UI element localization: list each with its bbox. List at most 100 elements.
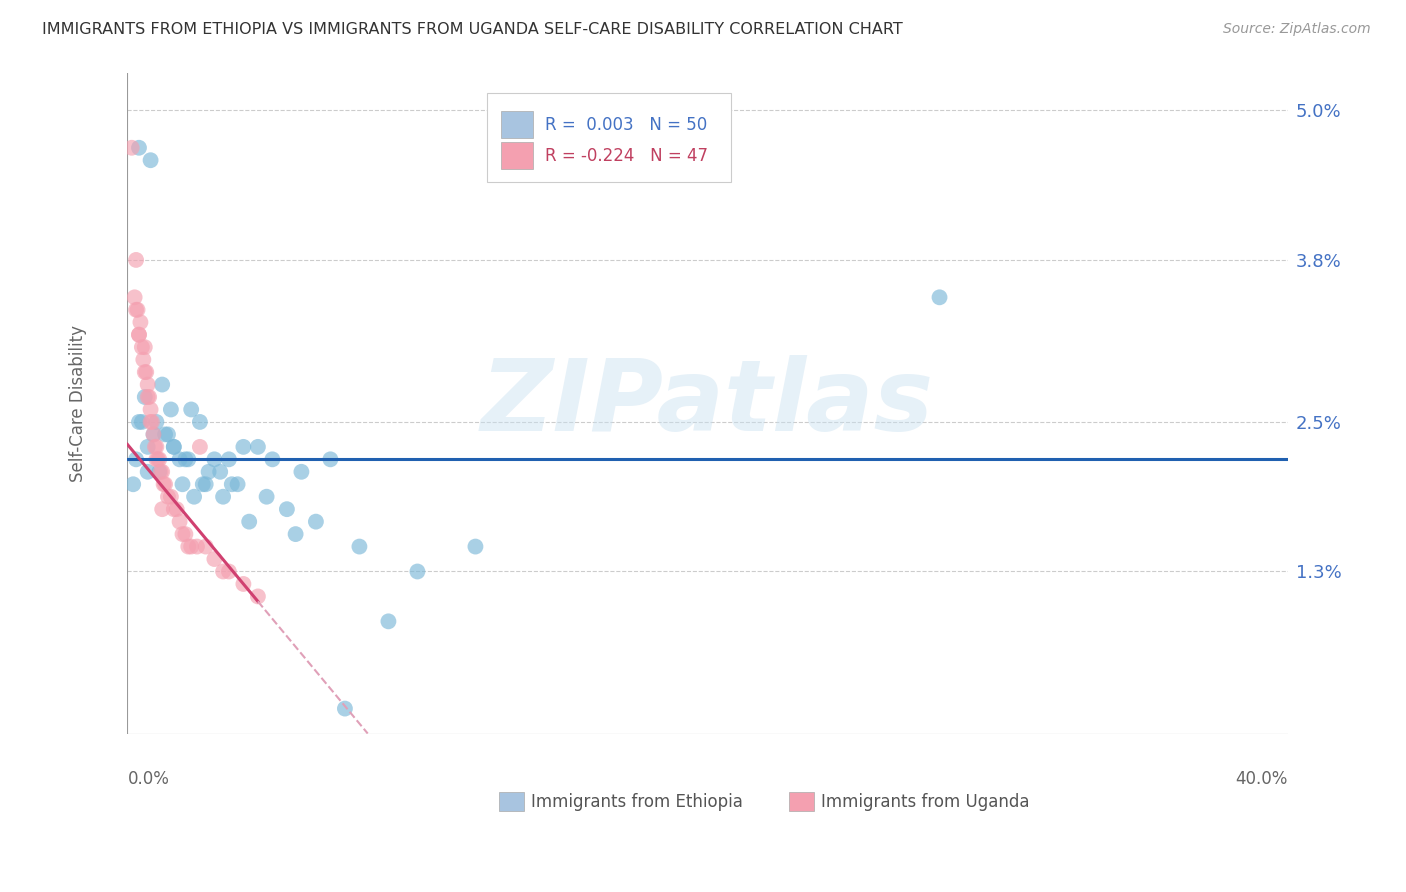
- Point: [191, 477, 214, 491]
- Point: [150, 502, 173, 516]
- Point: [183, 490, 205, 504]
- Point: [163, 440, 186, 454]
- Bar: [501, 111, 533, 138]
- Point: [128, 141, 150, 155]
- Point: [256, 490, 278, 504]
- Text: Immigrants from Uganda: Immigrants from Uganda: [821, 793, 1029, 811]
- Point: [180, 402, 202, 417]
- Point: [212, 490, 235, 504]
- Point: [172, 527, 194, 541]
- Point: [153, 477, 176, 491]
- Point: [160, 490, 183, 504]
- Bar: [499, 791, 524, 812]
- Point: [169, 452, 191, 467]
- Point: [174, 452, 197, 467]
- Point: [246, 590, 269, 604]
- Point: [928, 290, 950, 304]
- Point: [145, 452, 167, 467]
- Point: [134, 340, 156, 354]
- Text: IMMIGRANTS FROM ETHIOPIA VS IMMIGRANTS FROM UGANDA SELF-CARE DISABILITY CORRELAT: IMMIGRANTS FROM ETHIOPIA VS IMMIGRANTS F…: [42, 22, 903, 37]
- Text: 0.0%: 0.0%: [128, 770, 169, 788]
- Text: 40.0%: 40.0%: [1236, 770, 1288, 788]
- Point: [134, 390, 156, 404]
- Point: [125, 302, 148, 317]
- Point: [131, 415, 153, 429]
- Point: [319, 452, 342, 467]
- Point: [276, 502, 298, 516]
- Point: [169, 515, 191, 529]
- Point: [163, 440, 186, 454]
- Text: R = -0.224   N = 47: R = -0.224 N = 47: [546, 146, 709, 164]
- Point: [218, 452, 240, 467]
- Point: [139, 153, 162, 168]
- Point: [349, 540, 371, 554]
- Point: [197, 465, 219, 479]
- Point: [188, 415, 211, 429]
- Point: [202, 452, 225, 467]
- FancyBboxPatch shape: [486, 93, 731, 182]
- Point: [226, 477, 249, 491]
- Point: [141, 415, 163, 429]
- Point: [145, 415, 167, 429]
- Point: [156, 490, 179, 504]
- Point: [146, 452, 169, 467]
- Point: [194, 540, 217, 554]
- Point: [166, 502, 188, 516]
- Point: [142, 427, 165, 442]
- Point: [377, 615, 399, 629]
- Point: [121, 141, 143, 155]
- Bar: [501, 142, 533, 169]
- Point: [406, 565, 429, 579]
- Point: [150, 377, 173, 392]
- Point: [129, 315, 152, 329]
- Point: [136, 440, 159, 454]
- Point: [145, 440, 167, 454]
- Point: [125, 252, 148, 267]
- Text: R =  0.003   N = 50: R = 0.003 N = 50: [546, 115, 707, 134]
- Point: [172, 477, 194, 491]
- Text: Self-Care Disability: Self-Care Disability: [69, 325, 87, 482]
- Point: [194, 477, 217, 491]
- Point: [290, 465, 312, 479]
- Point: [246, 440, 269, 454]
- Point: [136, 390, 159, 404]
- Point: [122, 477, 145, 491]
- Point: [148, 465, 170, 479]
- Text: ZIPatlas: ZIPatlas: [481, 355, 934, 451]
- Point: [138, 390, 160, 404]
- Point: [177, 540, 200, 554]
- Point: [262, 452, 284, 467]
- Point: [232, 577, 254, 591]
- Point: [177, 452, 200, 467]
- Point: [128, 415, 150, 429]
- Point: [174, 527, 197, 541]
- Point: [128, 327, 150, 342]
- Point: [284, 527, 307, 541]
- Point: [305, 515, 328, 529]
- Text: Immigrants from Ethiopia: Immigrants from Ethiopia: [531, 793, 742, 811]
- Point: [134, 365, 156, 379]
- Point: [148, 452, 170, 467]
- Point: [156, 427, 179, 442]
- Point: [132, 352, 155, 367]
- Point: [150, 465, 173, 479]
- Bar: [789, 791, 814, 812]
- Point: [163, 502, 186, 516]
- Point: [186, 540, 208, 554]
- Point: [149, 465, 172, 479]
- Point: [139, 415, 162, 429]
- Point: [218, 565, 240, 579]
- Point: [232, 440, 254, 454]
- Point: [135, 365, 157, 379]
- Point: [124, 290, 146, 304]
- Point: [209, 465, 232, 479]
- Point: [221, 477, 243, 491]
- Point: [180, 540, 202, 554]
- Point: [125, 452, 148, 467]
- Point: [153, 427, 176, 442]
- Point: [464, 540, 486, 554]
- Point: [143, 440, 166, 454]
- Point: [188, 440, 211, 454]
- Point: [238, 515, 260, 529]
- Point: [160, 402, 183, 417]
